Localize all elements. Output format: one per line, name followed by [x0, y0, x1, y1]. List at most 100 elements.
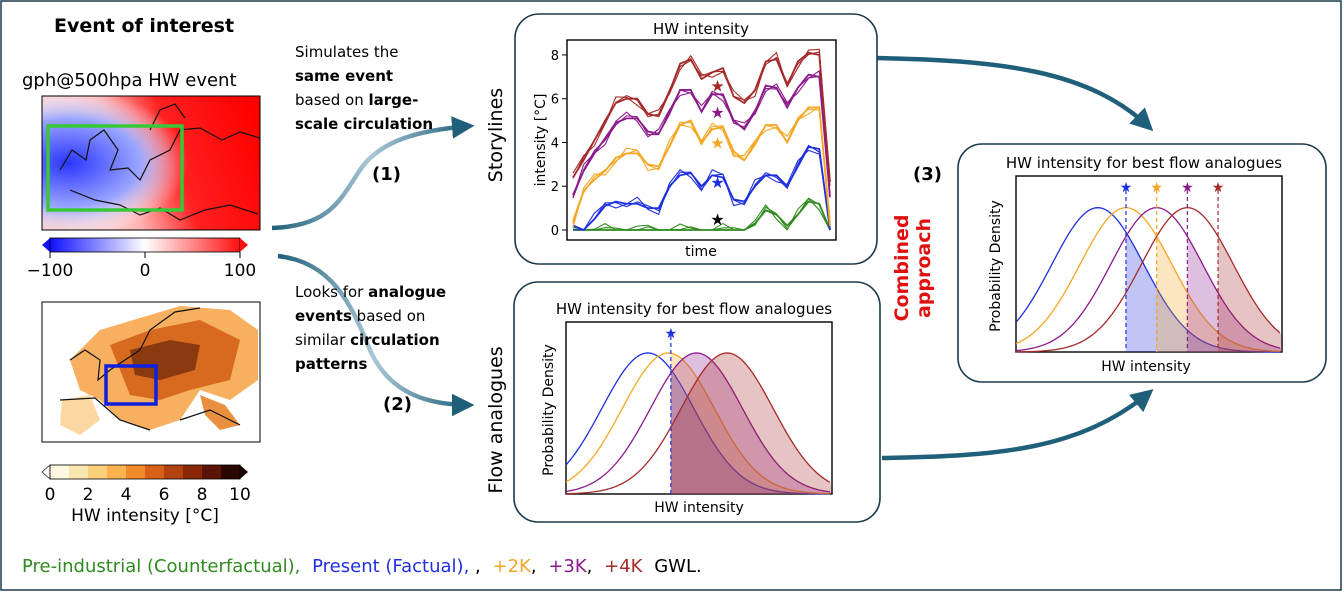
gph-tick-mid: 0 — [140, 261, 151, 281]
legend-present: Present (Factual), — [312, 556, 469, 577]
description-flow: Looks for analogue events based on simil… — [295, 283, 446, 373]
svg-text:based on large-: based on large- — [295, 91, 418, 109]
density-fill-area — [670, 369, 832, 494]
storyline-star-marker: ★ — [710, 103, 724, 122]
gph-tick-max: 100 — [224, 261, 256, 281]
storylines-xlabel: time — [685, 244, 717, 260]
arrow-label-1: (1) — [372, 164, 401, 185]
combined-side-label-2: approach — [913, 218, 935, 318]
density-fill-area — [670, 353, 832, 494]
legend-3k: +3K — [548, 556, 588, 577]
storylines-ytick-label: 0 — [551, 224, 559, 239]
combined-xlabel: HW intensity — [1101, 359, 1191, 375]
storyline-series-line — [572, 106, 831, 226]
storyline-series-line — [572, 108, 831, 224]
legend-pi: Pre-industrial (Counterfactual), — [22, 556, 300, 577]
storyline-star-marker: ★ — [710, 77, 724, 96]
storyline-series-line — [572, 75, 831, 199]
gph-tick-min: −100 — [27, 261, 74, 281]
storyline-series-line — [572, 146, 831, 231]
threshold-star-marker: ★ — [1120, 180, 1133, 196]
combined-axes — [1015, 175, 1283, 353]
arrow-label-2: (2) — [383, 394, 412, 415]
arrow-3b — [881, 389, 1154, 461]
flow-ylabel: Probability Density — [541, 344, 557, 476]
green-region-box — [46, 124, 184, 212]
svg-text:scale circulation: scale circulation — [295, 115, 433, 133]
arrow-3a — [871, 55, 1154, 132]
density-fill-area — [670, 352, 832, 494]
storylines-side-label: Storylines — [485, 88, 507, 182]
svg-text:Simulates the: Simulates the — [295, 43, 398, 61]
storylines-title: HW intensity — [653, 20, 749, 38]
left-panel: Event of interest gph@500hpa HW event −1… — [22, 15, 261, 526]
hw-coastline — [59, 307, 241, 431]
storyline-star-marker: ★ — [710, 173, 724, 192]
storyline-series-line — [572, 48, 831, 187]
blue-region-box — [104, 364, 158, 406]
svg-text:events based on: events based on — [295, 307, 425, 325]
gph-colorbar: −100 0 100 — [27, 237, 256, 281]
flow-xlabel: HW intensity — [654, 500, 744, 516]
flow-panel: Flow analogues HW intensity for best flo… — [485, 281, 881, 523]
density-curve — [565, 352, 830, 495]
svg-text:similar circulation: similar circulation — [295, 331, 440, 349]
combined-panel: Combined approach HW intensity for best … — [891, 143, 1327, 383]
storyline-series-line — [572, 69, 831, 197]
hw-map — [41, 301, 261, 443]
storyline-series-line — [572, 51, 831, 181]
combined-title: HW intensity for best flow analogues — [1006, 154, 1282, 172]
density-curve — [1015, 207, 1280, 353]
density-fill-area — [1187, 236, 1282, 352]
gph-map-title: gph@500hpa HW event — [22, 70, 237, 91]
legend: Pre-industrial (Counterfactual), Present… — [22, 556, 702, 577]
hw-tick-2: 2 — [83, 485, 94, 505]
storylines-ytick-label: 8 — [551, 49, 559, 64]
threshold-star-marker: ★ — [1212, 180, 1225, 196]
storyline-series-line — [572, 197, 831, 231]
density-fill-area — [1156, 236, 1282, 352]
hw-colorbar: 0 2 4 6 8 10 HW intensity [°C] — [41, 464, 251, 526]
density-curve — [565, 352, 831, 495]
svg-text:patterns: patterns — [295, 355, 367, 373]
density-fill-area — [1218, 236, 1282, 352]
hw-tick-4: 4 — [121, 485, 132, 505]
storylines-ylabel: intensity [°C] — [533, 94, 549, 187]
svg-text:Pre-industrial (Counterfactual: Pre-industrial (Counterfactual), Present… — [22, 556, 702, 577]
density-curve — [1015, 207, 1280, 353]
storylines-ytick-label: 2 — [551, 180, 559, 195]
hw-tick-0: 0 — [45, 485, 56, 505]
arrow-label-3: (3) — [913, 164, 942, 185]
coastline — [59, 103, 261, 221]
arrow-2 — [277, 253, 475, 417]
storyline-series-line — [573, 149, 831, 231]
storyline-series-line — [572, 105, 831, 228]
storylines-ytick-label: 4 — [551, 136, 559, 151]
description-storylines: Simulates the same event based on large-… — [295, 43, 433, 133]
threshold-star-marker: ★ — [1181, 180, 1194, 196]
arrow-1 — [271, 116, 475, 231]
combined-ylabel: Probability Density — [988, 200, 1004, 332]
flow-title: HW intensity for best flow analogues — [556, 300, 832, 318]
threshold-star-marker: ★ — [1150, 180, 1163, 196]
hw-tick-6: 6 — [159, 485, 170, 505]
flow-axes — [565, 321, 833, 495]
density-curve — [1015, 207, 1281, 352]
event-heading: Event of interest — [54, 15, 234, 37]
hw-tick-8: 8 — [197, 485, 208, 505]
storyline-star-marker: ★ — [710, 210, 724, 229]
density-fill-area — [1125, 232, 1282, 352]
hw-colorbar-label: HW intensity [°C] — [71, 506, 219, 526]
density-curve — [1015, 207, 1281, 353]
gph-map — [41, 95, 261, 231]
svg-text:same event: same event — [295, 67, 393, 85]
flow-arrows: (1) (2) (3) — [271, 55, 1154, 461]
legend-2k: +2K — [493, 556, 533, 577]
legend-4k: +4K — [604, 556, 644, 577]
storylines-axes — [566, 39, 837, 241]
storylines-ytick-label: 6 — [551, 93, 559, 108]
storylines-panel: Storylines HW intensity intensity [°C] t… — [485, 13, 878, 265]
legend-gwl: GWL. — [654, 556, 702, 577]
